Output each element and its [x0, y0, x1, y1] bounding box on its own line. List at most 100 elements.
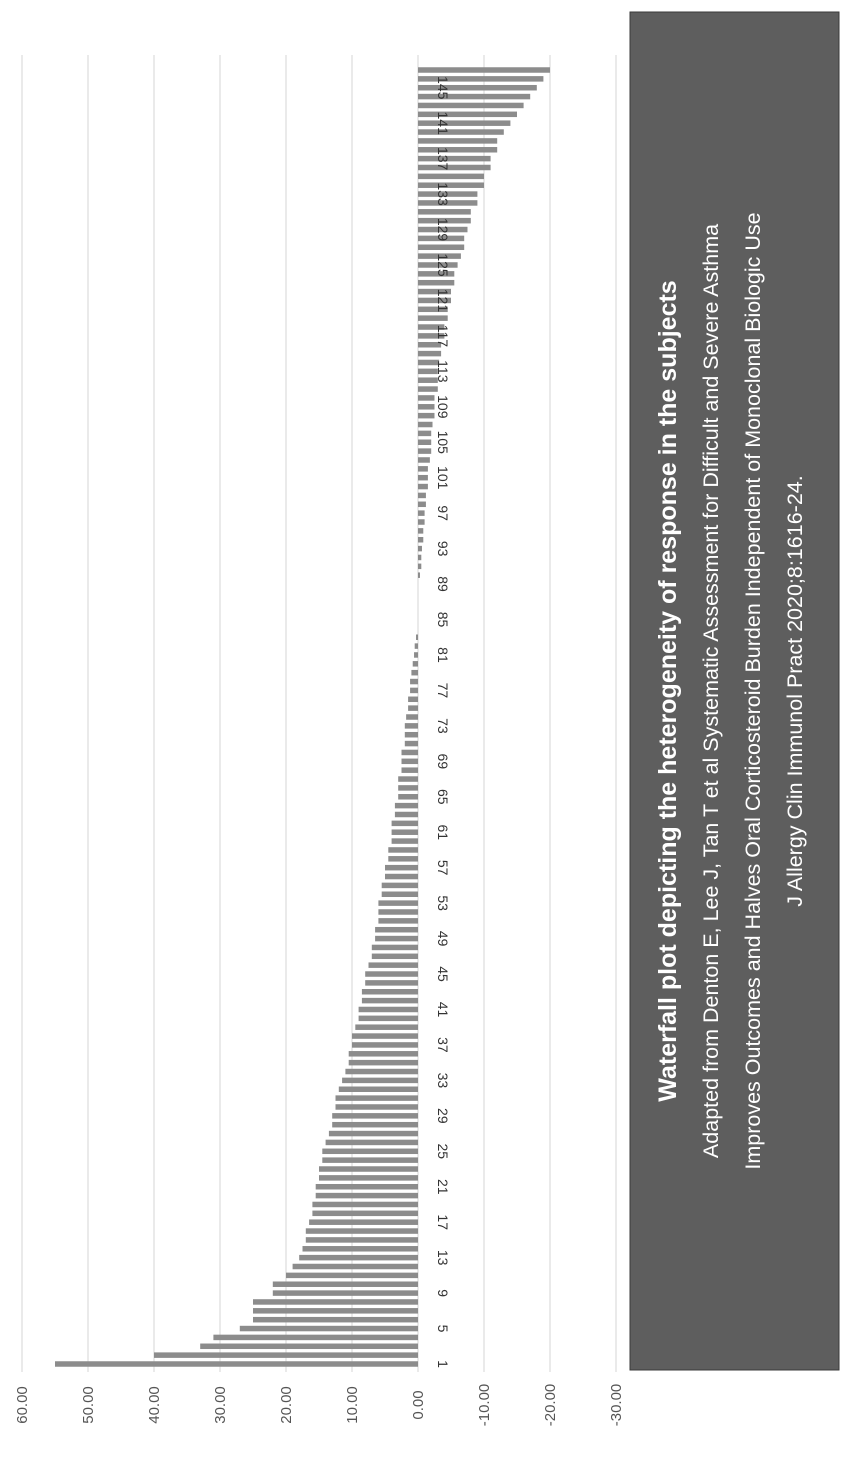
- bar: [361, 989, 418, 995]
- bar: [418, 333, 445, 339]
- bar: [388, 856, 418, 862]
- category-tick-label: 29: [435, 1108, 451, 1124]
- bar: [418, 226, 468, 233]
- bar: [418, 536, 424, 543]
- bar: [418, 244, 465, 251]
- value-tick-label: 0.00: [410, 1390, 427, 1419]
- category-tick-label: 17: [435, 1214, 451, 1230]
- bar: [299, 1254, 418, 1261]
- category-tick-label: 41: [435, 1002, 451, 1018]
- bar: [253, 1299, 418, 1305]
- bar: [418, 84, 537, 91]
- bar: [312, 1210, 418, 1217]
- bar: [418, 342, 442, 348]
- bar: [411, 669, 418, 676]
- value-tick-label: 20.00: [278, 1386, 295, 1424]
- category-tick-label: 125: [435, 253, 451, 277]
- bar: [401, 767, 418, 773]
- bar: [292, 1263, 418, 1270]
- bar: [401, 758, 418, 765]
- gridlines: [21, 55, 617, 1372]
- category-tick-label: 77: [435, 683, 451, 699]
- category-tick-label: 25: [435, 1143, 451, 1159]
- bar: [406, 714, 418, 720]
- category-tick-label: 81: [435, 647, 451, 663]
- bar: [418, 315, 448, 321]
- bar: [253, 1316, 418, 1323]
- bar: [253, 1308, 418, 1314]
- value-tick-label: 30.00: [212, 1386, 229, 1424]
- bar: [332, 1121, 418, 1128]
- bar: [378, 900, 418, 906]
- category-tick-label: 101: [435, 466, 451, 490]
- bar: [418, 395, 435, 401]
- category-tick-label: 97: [435, 505, 451, 521]
- bar: [338, 1086, 418, 1092]
- category-tick-label: 49: [435, 931, 451, 947]
- value-tick-label: -30.00: [608, 1384, 625, 1427]
- bar: [398, 785, 418, 791]
- value-tick-label: -20.00: [542, 1384, 559, 1427]
- category-tick-label: 85: [435, 612, 451, 628]
- bar: [418, 368, 438, 375]
- bar: [391, 829, 418, 835]
- bar: [394, 811, 418, 818]
- bar: [418, 412, 435, 419]
- bar: [348, 1051, 418, 1057]
- bar: [401, 749, 418, 756]
- bar: [418, 474, 428, 481]
- category-tick-label: 69: [435, 754, 451, 770]
- bar: [418, 288, 451, 295]
- bar: [418, 76, 544, 82]
- value-tick-label: 50.00: [80, 1386, 97, 1424]
- bar: [398, 776, 418, 782]
- bar: [418, 271, 455, 277]
- category-tick-label: 53: [435, 895, 451, 911]
- value-tick-label: 40.00: [146, 1386, 163, 1424]
- bar: [302, 1246, 418, 1252]
- category-tick-label: 33: [435, 1073, 451, 1089]
- category-tick-label: 37: [435, 1037, 451, 1053]
- bar: [418, 501, 426, 508]
- bar: [388, 847, 418, 853]
- bar: [315, 1192, 418, 1199]
- bar: [418, 430, 432, 437]
- bar: [418, 359, 440, 366]
- bar: [378, 918, 418, 924]
- value-tick-label: 60.00: [14, 1386, 31, 1424]
- bar: [315, 1183, 418, 1190]
- bar: [418, 129, 504, 135]
- category-tick-label: 129: [435, 218, 451, 242]
- category-tick-label: 141: [435, 111, 451, 135]
- bar: [378, 909, 418, 915]
- bar: [305, 1228, 418, 1234]
- bar: [385, 864, 418, 871]
- bar: [358, 1006, 418, 1013]
- bar: [418, 279, 455, 286]
- bar: [418, 191, 478, 197]
- bar: [418, 164, 491, 171]
- bar: [272, 1290, 418, 1296]
- bar: [381, 891, 418, 898]
- bar: [418, 111, 517, 118]
- bar: [404, 740, 418, 747]
- bar: [361, 997, 418, 1004]
- bar: [414, 643, 418, 649]
- bar: [365, 980, 418, 986]
- bar: [412, 661, 418, 667]
- bar: [418, 67, 550, 73]
- bar: [410, 687, 418, 694]
- value-tick-label: -10.00: [476, 1384, 493, 1427]
- bar: [328, 1130, 418, 1137]
- bar: [365, 971, 418, 977]
- bar: [418, 297, 451, 304]
- bar: [418, 235, 465, 242]
- bar: [391, 820, 418, 827]
- bar: [418, 306, 448, 313]
- bar: [418, 404, 435, 410]
- category-tick-label: 9: [435, 1289, 451, 1297]
- bar: [418, 102, 524, 109]
- bar: [375, 935, 418, 942]
- bar: [335, 1104, 418, 1110]
